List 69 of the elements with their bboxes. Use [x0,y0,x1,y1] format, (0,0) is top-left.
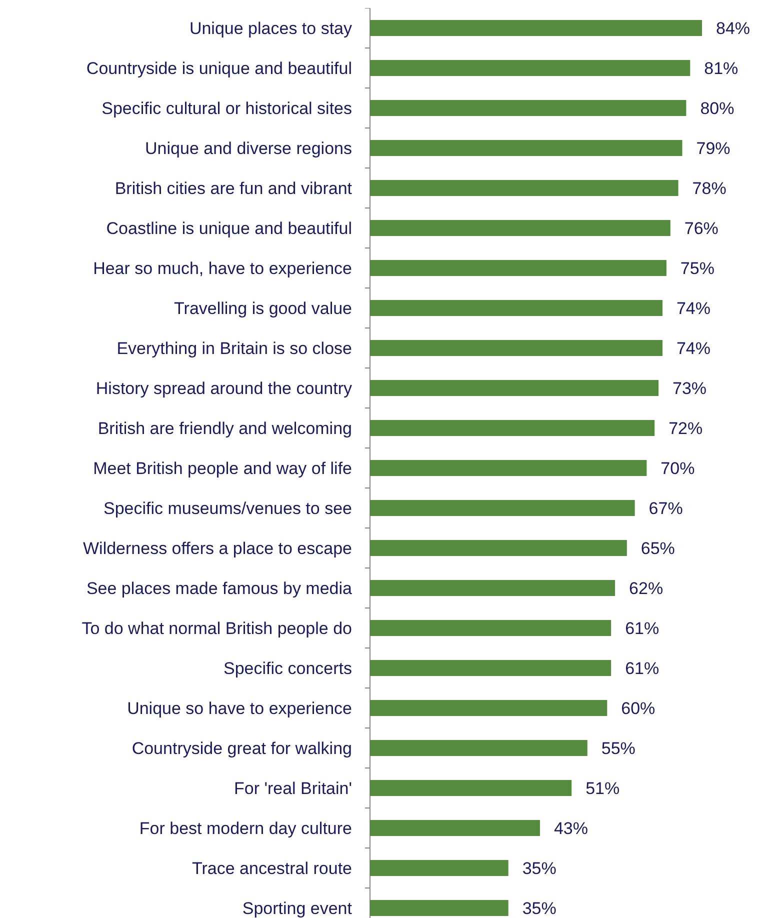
bar [370,460,647,476]
y-tick-label: British are friendly and welcoming [98,418,352,438]
y-tick-label: Specific museums/venues to see [103,498,352,518]
bar [370,380,659,396]
bar [370,780,572,796]
y-tick-label: See places made famous by media [86,578,353,598]
bar [370,820,540,836]
bar [370,60,690,76]
data-label: 60% [621,698,656,718]
data-label: 84% [716,18,750,38]
data-label: 79% [696,138,730,158]
y-tick-label: Trace ancestral route [192,858,352,878]
bar [370,580,616,596]
y-tick-label: Hear so much, have to experience [93,258,352,278]
data-label: 74% [676,338,711,358]
bar [370,500,635,516]
data-label: 72% [668,418,703,438]
y-tick-label: Specific cultural or historical sites [102,98,352,118]
y-tick-label: To do what normal British people do [82,618,352,638]
data-label: 62% [629,578,664,598]
bar [370,100,686,116]
bar [370,180,678,196]
y-tick-label: British cities are fun and vibrant [114,178,352,198]
data-label: 43% [554,818,588,838]
bar [370,20,702,36]
y-tick-label: Specific concerts [224,658,352,678]
bar [370,620,612,636]
bar [370,140,682,156]
bar [370,220,670,236]
data-label: 67% [648,498,683,518]
y-tick-label: Countryside is unique and beautiful [86,58,352,78]
bar [370,740,588,756]
data-label: 61% [625,618,660,638]
bar [370,420,655,436]
y-tick-label: Countryside great for walking [132,738,352,758]
bar [370,260,666,276]
bar [370,900,508,916]
data-label: 74% [676,298,711,318]
y-tick-label: Coastline is unique and beautiful [106,218,352,238]
y-tick-label: Wilderness offers a place to escape [83,538,352,558]
bar [370,660,612,676]
data-label: 61% [625,658,660,678]
data-label: 55% [601,738,636,758]
y-tick-label: History spread around the country [96,378,352,398]
bar [370,700,608,716]
data-label: 75% [680,258,714,278]
data-label: 51% [586,778,620,798]
data-label: 76% [684,218,718,238]
bar [370,860,508,876]
data-label: 35% [522,858,556,878]
y-tick-label: Everything in Britain is so close [116,338,352,358]
y-tick-label: Unique so have to experience [127,698,352,718]
data-label: 35% [522,898,556,918]
y-tick-label: For best modern day culture [139,818,352,838]
y-tick-label: Unique places to stay [189,18,352,38]
data-label: 70% [660,458,695,478]
bar [370,300,662,316]
y-tick-label: Sporting event [242,898,352,918]
y-tick-label: Travelling is good value [174,298,352,318]
y-tick-label: Meet British people and way of life [93,458,352,478]
data-label: 80% [700,98,734,118]
y-tick-label: Unique and diverse regions [145,138,352,158]
y-tick-label: For 'real Britain' [234,778,352,798]
data-label: 73% [672,378,707,398]
data-label: 78% [692,178,726,198]
bar [370,540,627,556]
data-label: 65% [640,538,675,558]
data-label: 81% [704,58,738,78]
bar [370,340,662,356]
